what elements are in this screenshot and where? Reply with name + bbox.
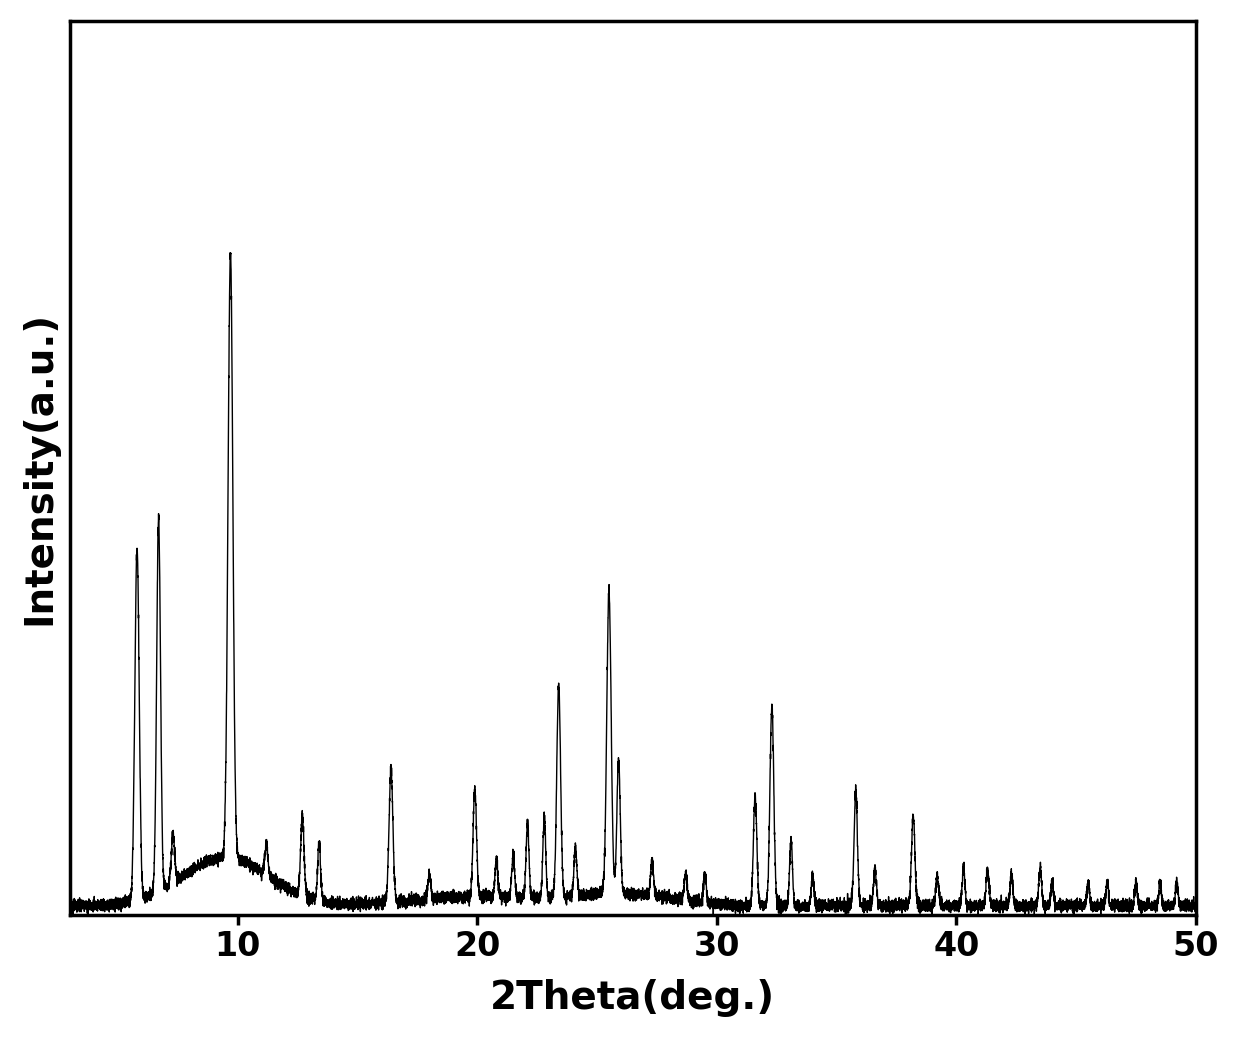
X-axis label: 2Theta(deg.): 2Theta(deg.)	[490, 979, 775, 1017]
Y-axis label: Intensity(a.u.): Intensity(a.u.)	[21, 310, 58, 625]
